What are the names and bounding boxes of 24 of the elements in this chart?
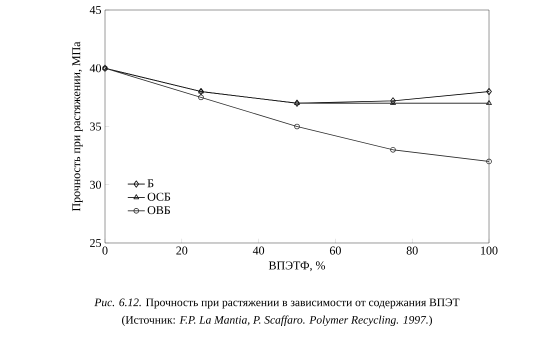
- point: [390, 100, 396, 105]
- x-tick-label: 80: [406, 246, 418, 255]
- point: [486, 88, 492, 96]
- x-tick-label: 40: [252, 246, 264, 255]
- legend-label: ОВБ: [148, 206, 170, 214]
- point: [390, 97, 396, 104]
- x-tick-label: 20: [176, 246, 188, 255]
- y-axis-title: Прочность при растяжении, МПа: [72, 42, 83, 212]
- y-tick-label: 30: [90, 180, 102, 189]
- text: Рис. 6.12. Прочность при растяжении в зависимости от содержания ВПЭТ: [94, 298, 460, 309]
- point: [294, 124, 300, 130]
- x-tick-label: 60: [330, 246, 341, 255]
- x-tick-label: 100: [481, 246, 498, 255]
- point: [390, 147, 396, 153]
- x-tick-label: 0: [102, 246, 108, 255]
- y-tick-label: 35: [90, 122, 102, 131]
- y-tick-label: 45: [90, 6, 102, 14]
- x-axis-title: ВПЭТФ, %: [268, 261, 326, 272]
- y-tick-label: 25: [90, 238, 102, 248]
- y-tick-label: 40: [90, 64, 102, 72]
- legend-label: ОСБ: [148, 192, 170, 201]
- point: [198, 94, 204, 100]
- legend-label: Б: [148, 179, 154, 188]
- text: (Источник: F.P. La Mantia, P. Scaffaro. Polymer Recycling. 1997.): [122, 316, 432, 326]
